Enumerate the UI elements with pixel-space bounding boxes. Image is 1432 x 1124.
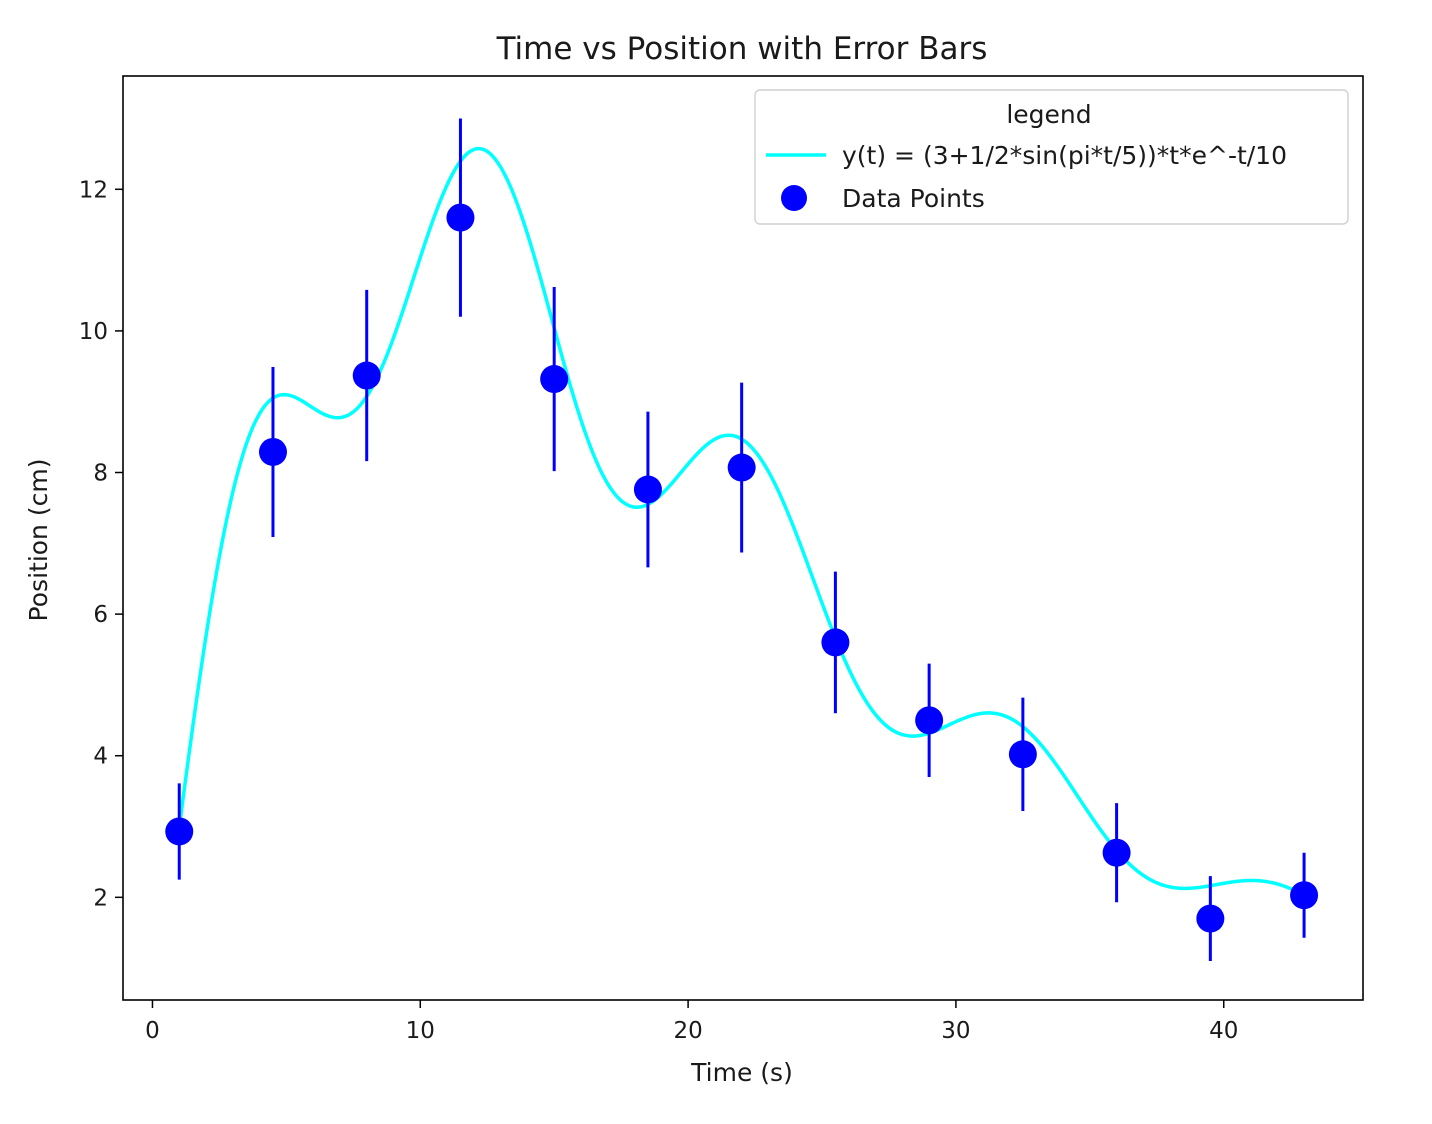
data-point (352, 361, 381, 390)
x-tick-label: 20 (673, 1018, 702, 1044)
x-tick-label: 30 (941, 1018, 970, 1044)
legend-box (754, 89, 1349, 225)
x-tick-label: 10 (406, 1018, 435, 1044)
legend-entry-function: y(t) = (3+1/2*sin(pi*t/5))*t*e^-t/10 (842, 141, 1287, 170)
plot-frame (122, 75, 1364, 1001)
legend-marker-swatch (781, 185, 807, 211)
data-point (165, 817, 194, 846)
plot-area (165, 118, 1319, 962)
data-point (540, 365, 569, 394)
data-point (821, 628, 850, 657)
x-tick-label: 40 (1209, 1018, 1238, 1044)
legend: legend y(t) = (3+1/2*sin(pi*t/5))*t*e^-t… (754, 89, 1349, 225)
data-point (1290, 881, 1319, 910)
chart-title: Time vs Position with Error Bars (496, 31, 988, 67)
data-point (633, 475, 662, 504)
y-tick-label: 12 (79, 177, 108, 203)
y-tick-label: 4 (93, 744, 108, 770)
y-tick-label: 8 (93, 461, 108, 487)
data-point (1102, 838, 1131, 867)
axis-ticks: 0 10 20 30 40 2 4 6 8 10 12 (79, 177, 1239, 1044)
data-point (915, 706, 944, 735)
data-point (258, 437, 287, 466)
y-tick-label: 2 (93, 885, 108, 911)
legend-entry-data-points: Data Points (842, 184, 985, 213)
data-point (446, 203, 475, 232)
y-axis-label: Position (cm) (24, 459, 53, 622)
data-point (1196, 904, 1225, 933)
data-point (1008, 740, 1037, 769)
y-tick-label: 10 (79, 319, 108, 345)
x-axis-label: Time (s) (690, 1058, 793, 1087)
legend-title: legend (1006, 100, 1091, 129)
x-tick-label: 0 (145, 1018, 160, 1044)
data-point (727, 453, 756, 482)
y-tick-label: 6 (93, 602, 108, 628)
